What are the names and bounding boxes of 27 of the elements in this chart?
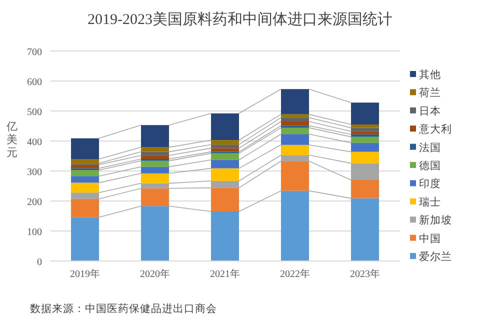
x-tick-label: 2023年 <box>350 268 380 280</box>
x-tick-label: 2019年 <box>70 268 100 280</box>
legend-label: 法国 <box>419 140 441 154</box>
legend-label: 新加坡 <box>419 214 452 227</box>
chart-title: 2019-2023美国原料药和中间体进口来源国统计 <box>88 11 392 28</box>
legend-label: 印度 <box>419 177 441 190</box>
legend-label: 爱尔兰 <box>419 250 452 263</box>
y-tick-label: 300 <box>27 167 42 178</box>
legend-label: 德国 <box>419 160 441 172</box>
y-tick-label: 600 <box>27 77 42 88</box>
legend-label: 瑞士 <box>419 195 441 208</box>
y-tick-label: 0 <box>37 257 42 268</box>
y-tick-label: 700 <box>27 47 42 58</box>
legend-label: 其他 <box>419 68 441 81</box>
x-tick-label: 2021年 <box>210 268 240 280</box>
y-tick-label: 500 <box>27 107 42 118</box>
y-tick-label: 200 <box>27 197 42 208</box>
y-axis-title: 亿美元 <box>6 121 18 159</box>
legend-label: 日本 <box>419 104 441 118</box>
y-tick-label: 100 <box>27 227 42 238</box>
legend-label: 中国 <box>419 232 441 245</box>
x-tick-label: 2022年 <box>280 268 310 280</box>
x-tick-label: 2020年 <box>140 268 170 280</box>
legend-label: 荷兰 <box>419 86 441 100</box>
source-note: 数据来源：中国医药保健品进出口商会 <box>30 302 217 315</box>
legend-label: 意大利 <box>418 122 452 136</box>
y-tick-label: 400 <box>27 137 42 148</box>
